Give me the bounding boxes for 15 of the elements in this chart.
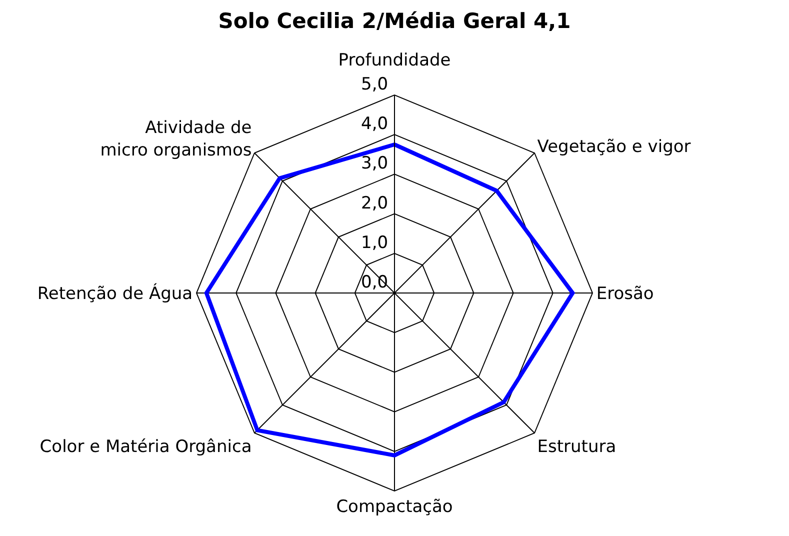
spoke-label: Erosão <box>596 284 654 304</box>
y-tick-label: 2,0 <box>361 193 388 214</box>
y-tick-label: 5,0 <box>361 74 388 94</box>
spoke-label: Atividade de micro organismos <box>100 118 252 160</box>
y-tick-label: 1,0 <box>361 232 388 253</box>
y-tick-label: 0,0 <box>361 272 388 292</box>
spoke-label: Vegetação e vigor <box>537 137 691 158</box>
y-tick-label: 3,0 <box>361 154 388 174</box>
y-tick-label: 4,0 <box>361 114 388 134</box>
chart-title: Solo Cecilia 2/Média Geral 4,1 <box>218 9 571 34</box>
spoke-label: Estrutura <box>537 436 616 457</box>
spoke-label: Profundidade <box>338 50 451 71</box>
spoke-label: Color e Matéria Orgânica <box>40 436 252 457</box>
spoke-label: Retenção de Água <box>37 282 193 304</box>
spoke-label: Compactação <box>336 496 453 517</box>
